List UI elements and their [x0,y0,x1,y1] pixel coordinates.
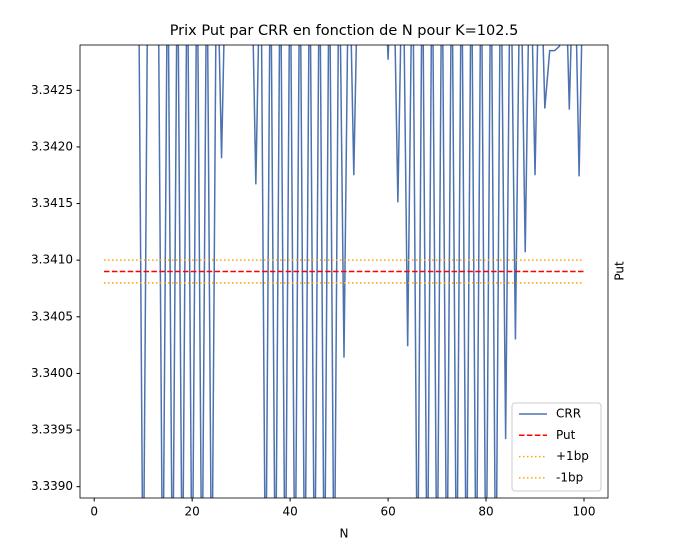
legend-box [511,402,602,492]
plot-area [104,45,584,498]
legend-label: Put [556,428,576,442]
legend-label: +1bp [556,449,589,463]
y-tick-label: 3.3405 [31,309,73,323]
y-axis-label: Put [613,261,627,281]
plot-frame [79,44,609,499]
y-tick-label: 3.3390 [31,479,73,493]
chart-title: Prix Put par CRR en fonction de N pour K… [170,23,519,39]
y-tick-label: 3.3415 [31,196,73,210]
x-axis-label: N [340,527,349,541]
y-tick-label: 3.3425 [31,83,73,97]
x-tick-label: 40 [282,505,297,519]
y-tick-label: 3.3400 [31,366,73,380]
x-tick-label: 20 [185,505,200,519]
legend-label: -1bp [556,470,583,484]
y-tick-label: 3.3395 [31,423,73,437]
legend-label: CRR [556,407,581,421]
x-tick-label: 100 [573,505,596,519]
line-series [138,45,583,498]
x-tick-label: 0 [90,505,98,519]
y-tick-label: 3.3420 [31,139,73,153]
x-tick-label: 80 [478,505,493,519]
y-tick-label: 3.3410 [31,253,73,267]
x-tick-label: 60 [380,505,395,519]
